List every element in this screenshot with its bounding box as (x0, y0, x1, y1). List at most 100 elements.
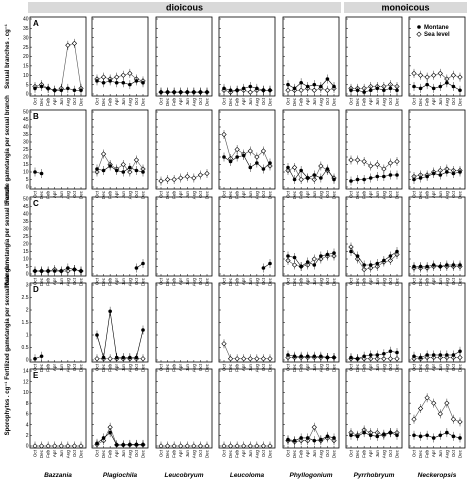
month-label: Jun (312, 364, 317, 372)
sea-level-point (298, 87, 304, 93)
sea-level-point (140, 356, 146, 362)
month-label: Feb (425, 191, 430, 199)
month-label: Feb (425, 98, 430, 106)
month-label: Apr (368, 450, 373, 458)
sea-level-point (260, 148, 267, 154)
sea-level-point (241, 356, 247, 362)
month-label: Aug (318, 450, 323, 459)
montane-point (299, 264, 303, 269)
month-label: Jun (121, 364, 126, 372)
month-label: Aug (191, 450, 196, 459)
sea-level-point (71, 40, 78, 46)
sea-level-point (254, 443, 260, 449)
y-tick-label: 15 (23, 162, 29, 168)
month-label: Dec (39, 97, 44, 106)
montane-point (235, 155, 239, 159)
montane-point (349, 249, 353, 254)
panel-frame (155, 16, 213, 97)
month-label: Dec (292, 363, 297, 372)
panel-c-phyllogonium: Oct Dec Feb Apr Jun Aug Oct Dec (282, 196, 340, 286)
y-tick-label: 0 (26, 92, 29, 98)
sea-level-point (204, 170, 210, 177)
month-label: Oct (325, 190, 330, 198)
montane-point (425, 433, 429, 438)
montane-point (458, 349, 462, 354)
month-label: Oct (159, 190, 164, 198)
montane-point (431, 86, 436, 91)
month-label: Jun (312, 98, 317, 106)
month-label: Dec (101, 449, 106, 458)
sea-level-point (424, 74, 430, 80)
month-label: Jun (59, 450, 64, 458)
month-label: Jun (438, 364, 443, 372)
montane-point (52, 88, 57, 93)
panel-frame (282, 196, 340, 277)
montane-point (332, 436, 336, 440)
panel-frame (29, 282, 87, 363)
month-label: Dec (458, 277, 463, 286)
sea-level-point (227, 356, 234, 362)
month-label: Oct (412, 363, 417, 371)
month-label: Oct (451, 97, 456, 105)
month-label: Apr (368, 98, 373, 106)
panel-a-phyllogonium: Oct Dec Feb Apr Jun Aug Oct Dec (282, 16, 340, 106)
panel-frame (29, 16, 87, 97)
month-label: Jun (375, 450, 380, 458)
y-tick-label: 45 (23, 117, 29, 123)
montane-point (355, 177, 360, 182)
panel-e-pyrrhobryum: Oct Dec Feb Apr Jun Aug Oct Dec (345, 368, 403, 458)
sea-level-point (437, 70, 443, 76)
montane-point (312, 173, 317, 177)
sea-level-point (444, 400, 450, 406)
genus-label-phyllogonium: Phyllogonium (290, 472, 333, 479)
month-label: Aug (254, 278, 259, 287)
month-label: Apr (431, 98, 436, 106)
month-label: Dec (39, 190, 44, 199)
montane-line (96, 311, 144, 358)
montane-point (362, 263, 366, 267)
sea-level-point (38, 443, 45, 449)
montane-point (128, 355, 132, 360)
montane-point (349, 179, 353, 183)
month-label: Dec (39, 277, 44, 286)
montane-point (319, 354, 323, 359)
montane-line (287, 167, 335, 181)
month-label: Oct (261, 277, 266, 285)
month-label: Aug (444, 450, 449, 459)
panel-frame (282, 368, 340, 449)
montane-point (198, 90, 203, 94)
montane-point (165, 90, 170, 94)
month-label: Oct (286, 449, 291, 457)
montane-point (79, 269, 83, 273)
month-label: Feb (108, 98, 113, 106)
month-label: Oct (72, 449, 77, 457)
montane-point (362, 90, 366, 94)
month-label: Dec (101, 97, 106, 106)
month-label: Aug (191, 98, 196, 107)
montane-point (52, 269, 57, 273)
genus-label-leucoloma: Leucoloma (230, 472, 265, 479)
panel-frame (345, 368, 403, 449)
month-label: Dec (141, 277, 146, 286)
montane-point (425, 264, 429, 269)
month-label: Jun (438, 191, 443, 199)
panel-b-neckeropsis: Oct Dec Feb Apr Jun Aug Oct Dec (408, 109, 466, 199)
panel-frame (91, 109, 149, 190)
month-label: Feb (46, 278, 51, 286)
month-label: Aug (254, 191, 259, 200)
montane-point (312, 263, 317, 267)
month-label: Dec (292, 449, 297, 458)
sea-level-point (254, 356, 260, 362)
month-label: Apr (52, 98, 57, 106)
montane-point (458, 170, 462, 174)
y-tick-label: 6 (26, 412, 29, 418)
month-label: Aug (191, 278, 196, 287)
sea-level-point (417, 72, 424, 78)
month-label: Aug (127, 450, 132, 459)
panel-frame (218, 109, 276, 190)
month-label: Apr (368, 364, 373, 372)
y-axis-label: Sexual branches . cg⁻¹ (4, 24, 11, 89)
month-label: Dec (165, 97, 170, 106)
genus-label-plagiochila: Plagiochila (103, 472, 138, 479)
